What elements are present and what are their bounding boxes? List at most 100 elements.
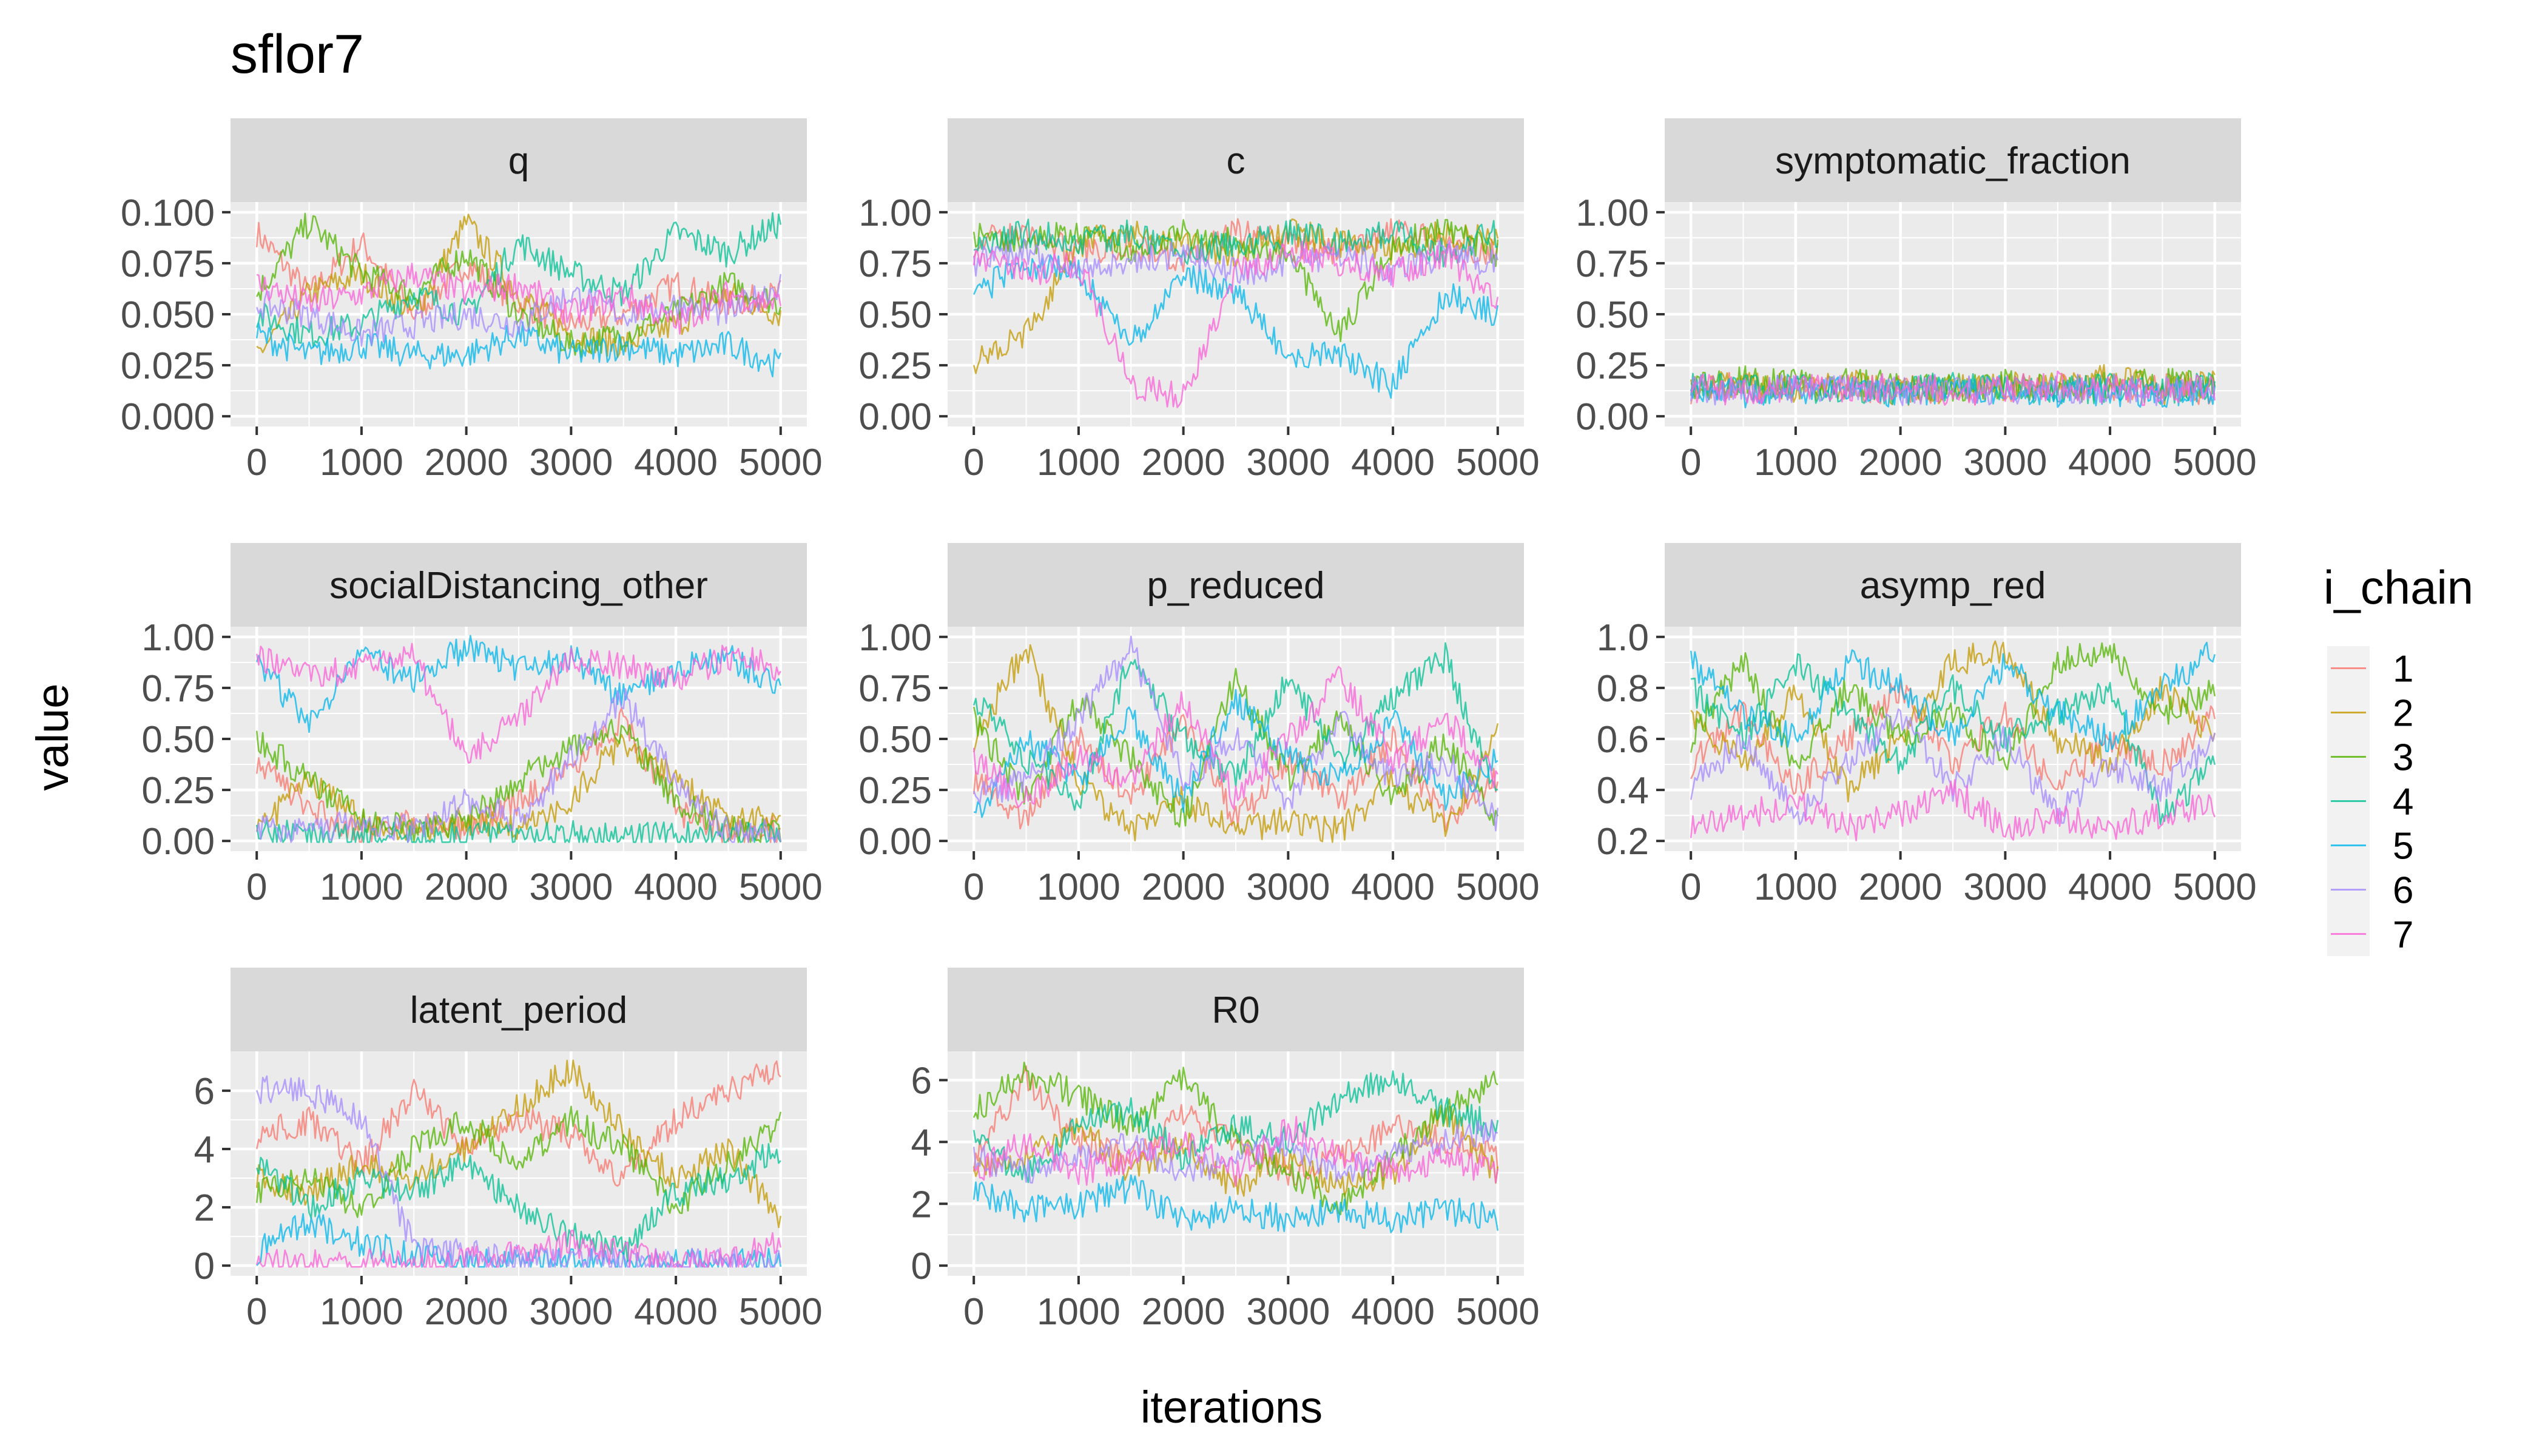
x-tick-label: 3000 — [1963, 866, 2047, 908]
y-tick-label: 0.025 — [121, 345, 215, 387]
legend-label-6: 6 — [2393, 870, 2413, 912]
chain-line-5 — [1690, 641, 2216, 752]
chain-line-6 — [255, 1075, 782, 1268]
facet-strip — [231, 118, 807, 202]
chain-line-7 — [1690, 370, 2216, 406]
y-tick-label: 0.00 — [141, 821, 215, 863]
y-tick-label: 0.100 — [121, 192, 215, 234]
chart-title: sflor7 — [231, 24, 364, 85]
facet-panel-c: c 0.00 0.25 0.50 0.75 1.00 0 1000 2000 3000 4000 50… — [858, 118, 1540, 484]
legend-label-3: 3 — [2393, 737, 2413, 779]
x-tick-label: 4000 — [2068, 442, 2152, 484]
chain-line-6 — [1690, 373, 2216, 406]
x-tick-label: 2000 — [425, 442, 508, 484]
x-tick-label: 4000 — [2068, 866, 2152, 908]
x-tick-label: 2000 — [1142, 442, 1225, 484]
x-tick-label: 1000 — [1037, 442, 1121, 484]
x-tick-label: 3000 — [1246, 442, 1330, 484]
x-tick-label: 0 — [963, 1291, 984, 1333]
chain-line-1 — [255, 221, 781, 332]
chain-line-1 — [973, 218, 1499, 273]
y-tick-label: 0.50 — [858, 719, 932, 761]
legend-label-4: 4 — [2393, 781, 2413, 823]
facet-panel-latent_period: latent_period 0 2 4 6 0 1000 2000 3000 4000 5000 — [194, 968, 823, 1333]
y-tick-label: 1.00 — [1576, 192, 1649, 234]
facet-strip — [948, 118, 1524, 202]
y-tick-label: 1.0 — [1597, 617, 1649, 659]
y-tick-label: 0.2 — [1597, 821, 1649, 863]
facet-strip — [948, 968, 1524, 1051]
y-tick-label: 0.00 — [858, 396, 932, 438]
chain-line-7 — [972, 666, 1498, 810]
y-tick-label: 6 — [194, 1071, 215, 1113]
x-tick-label: 4000 — [634, 1291, 718, 1333]
x-tick-label: 1000 — [1754, 866, 1838, 908]
y-tick-label: 0.4 — [1597, 770, 1649, 812]
facet-strip — [1665, 543, 2241, 627]
chain-line-2 — [255, 1059, 782, 1228]
y-tick-label: 0.00 — [858, 821, 932, 863]
facet-strip-label: asymp_red — [1860, 565, 2046, 607]
facet-strip-label: R0 — [1212, 989, 1259, 1031]
x-tick-label: 1000 — [320, 1291, 403, 1333]
y-tick-label: 0.075 — [121, 243, 215, 285]
facet-strip — [231, 543, 807, 627]
x-tick-label: 0 — [1680, 442, 1701, 484]
y-tick-label: 0.25 — [858, 770, 932, 812]
y-tick-label: 0.50 — [858, 294, 932, 336]
chain-line-7 — [1690, 779, 2216, 841]
chain-line-6 — [972, 1119, 1498, 1184]
y-tick-label: 0.75 — [141, 668, 215, 710]
legend-title: i_chain — [2324, 561, 2473, 614]
y-tick-label: 4 — [194, 1129, 215, 1171]
x-tick-label: 0 — [246, 1291, 267, 1333]
facet-panel-asymp_red: asymp_red 0.2 0.4 0.6 0.8 1.0 0 1000 2000 3000 400… — [1597, 543, 2257, 908]
x-tick-label: 1000 — [320, 866, 403, 908]
chain-line-5 — [973, 254, 1499, 399]
x-tick-label: 0 — [246, 442, 267, 484]
chain-line-7 — [972, 240, 1499, 408]
x-tick-label: 3000 — [529, 1291, 613, 1333]
facet-strip-label: p_reduced — [1147, 565, 1324, 607]
x-tick-label: 1000 — [1037, 866, 1121, 908]
facet-panel-socialDistancing_other: socialDistancing_other 0.00 0.25 0.50 0.75 1.… — [141, 543, 823, 908]
x-tick-label: 3000 — [529, 442, 613, 484]
y-tick-label: 0.25 — [858, 345, 932, 387]
x-tick-label: 0 — [1680, 866, 1701, 908]
x-tick-label: 5000 — [1456, 1291, 1540, 1333]
x-tick-label: 4000 — [634, 866, 718, 908]
chain-line-3 — [1690, 642, 2216, 770]
chain-line-1 — [255, 1060, 781, 1187]
y-tick-label: 1.00 — [858, 617, 932, 659]
x-tick-label: 2000 — [1142, 866, 1225, 908]
y-tick-label: 0.6 — [1597, 719, 1649, 761]
chain-line-5 — [255, 321, 782, 378]
y-tick-label: 0 — [194, 1245, 215, 1287]
x-tick-label: 5000 — [1456, 866, 1540, 908]
x-tick-label: 2000 — [425, 1291, 508, 1333]
chain-line-7 — [973, 1116, 1499, 1187]
x-tick-label: 3000 — [529, 866, 613, 908]
x-tick-label: 0 — [963, 442, 984, 484]
x-tick-label: 1000 — [320, 442, 403, 484]
x-tick-label: 0 — [963, 866, 984, 908]
x-tick-label: 2000 — [1859, 866, 1943, 908]
chain-line-6 — [972, 238, 1499, 286]
y-tick-label: 0.75 — [858, 668, 932, 710]
x-tick-label: 2000 — [425, 866, 508, 908]
x-tick-label: 4000 — [1351, 442, 1435, 484]
chain-line-2 — [972, 644, 1499, 843]
y-tick-label: 2 — [194, 1187, 215, 1229]
y-tick-label: 1.00 — [858, 192, 932, 234]
x-tick-label: 1000 — [1037, 1291, 1121, 1333]
legend-label-5: 5 — [2393, 826, 2413, 868]
y-tick-label: 0.50 — [1576, 294, 1649, 336]
facet-strip-label: socialDistancing_other — [329, 565, 708, 607]
facet-panel-R0: R0 0 2 4 6 0 1000 2000 3000 4000 5000 — [911, 968, 1540, 1333]
y-tick-label: 2 — [911, 1184, 932, 1225]
y-tick-label: 0 — [911, 1245, 932, 1287]
chain-line-3 — [972, 218, 1499, 343]
chain-line-2 — [972, 1104, 1499, 1197]
